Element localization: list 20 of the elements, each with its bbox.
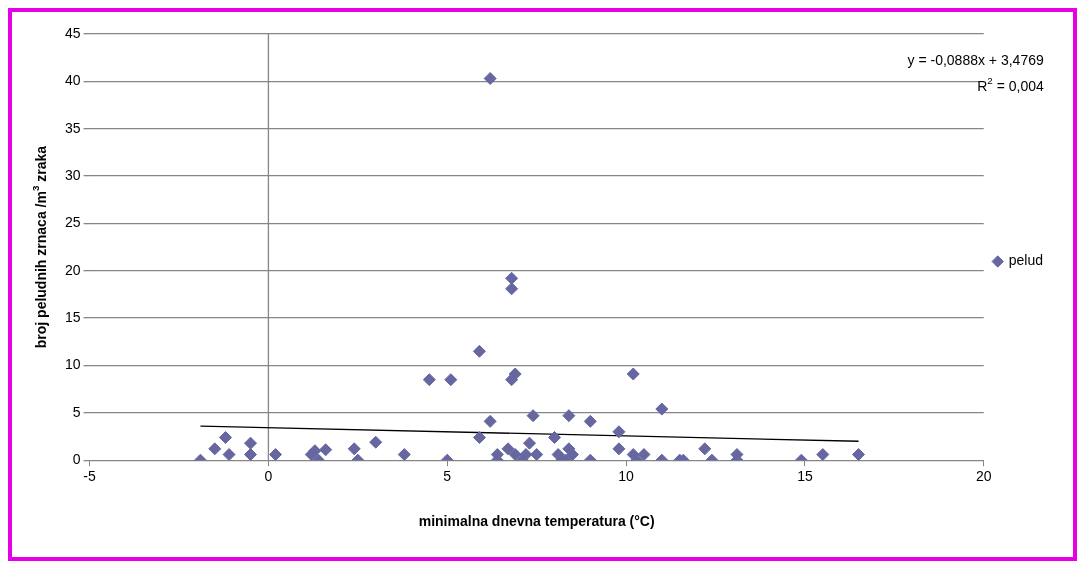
y-tick-label: 15 [64, 308, 81, 325]
y-tick-label: 0 [72, 451, 81, 468]
x-tick-label: 15 [797, 468, 813, 485]
y-tick-label: 20 [64, 261, 81, 278]
x-tick-label: -5 [83, 468, 97, 485]
y-tick-label: 35 [64, 119, 81, 136]
y-tick-label: 30 [64, 166, 81, 183]
x-tick-label: 10 [618, 468, 635, 485]
y-tick-label: 40 [64, 72, 81, 89]
x-tick-label: 20 [975, 468, 992, 485]
x-axis-title: minimalna dnevna temperatura (°C) [418, 513, 655, 530]
y-tick-label: 10 [64, 356, 81, 373]
y-tick-label: 5 [72, 403, 81, 420]
y-tick-label: 45 [64, 24, 81, 41]
y-tick-label: 25 [64, 214, 81, 231]
y-axis-title: broj peludnih zrnaca /m3 zraka [30, 145, 49, 349]
x-tick-label: 0 [264, 468, 273, 485]
annotation: y = -0,0888x + 3,4769 [907, 51, 1044, 68]
legend-label: pelud [1008, 252, 1044, 269]
x-tick-label: 5 [443, 468, 452, 485]
